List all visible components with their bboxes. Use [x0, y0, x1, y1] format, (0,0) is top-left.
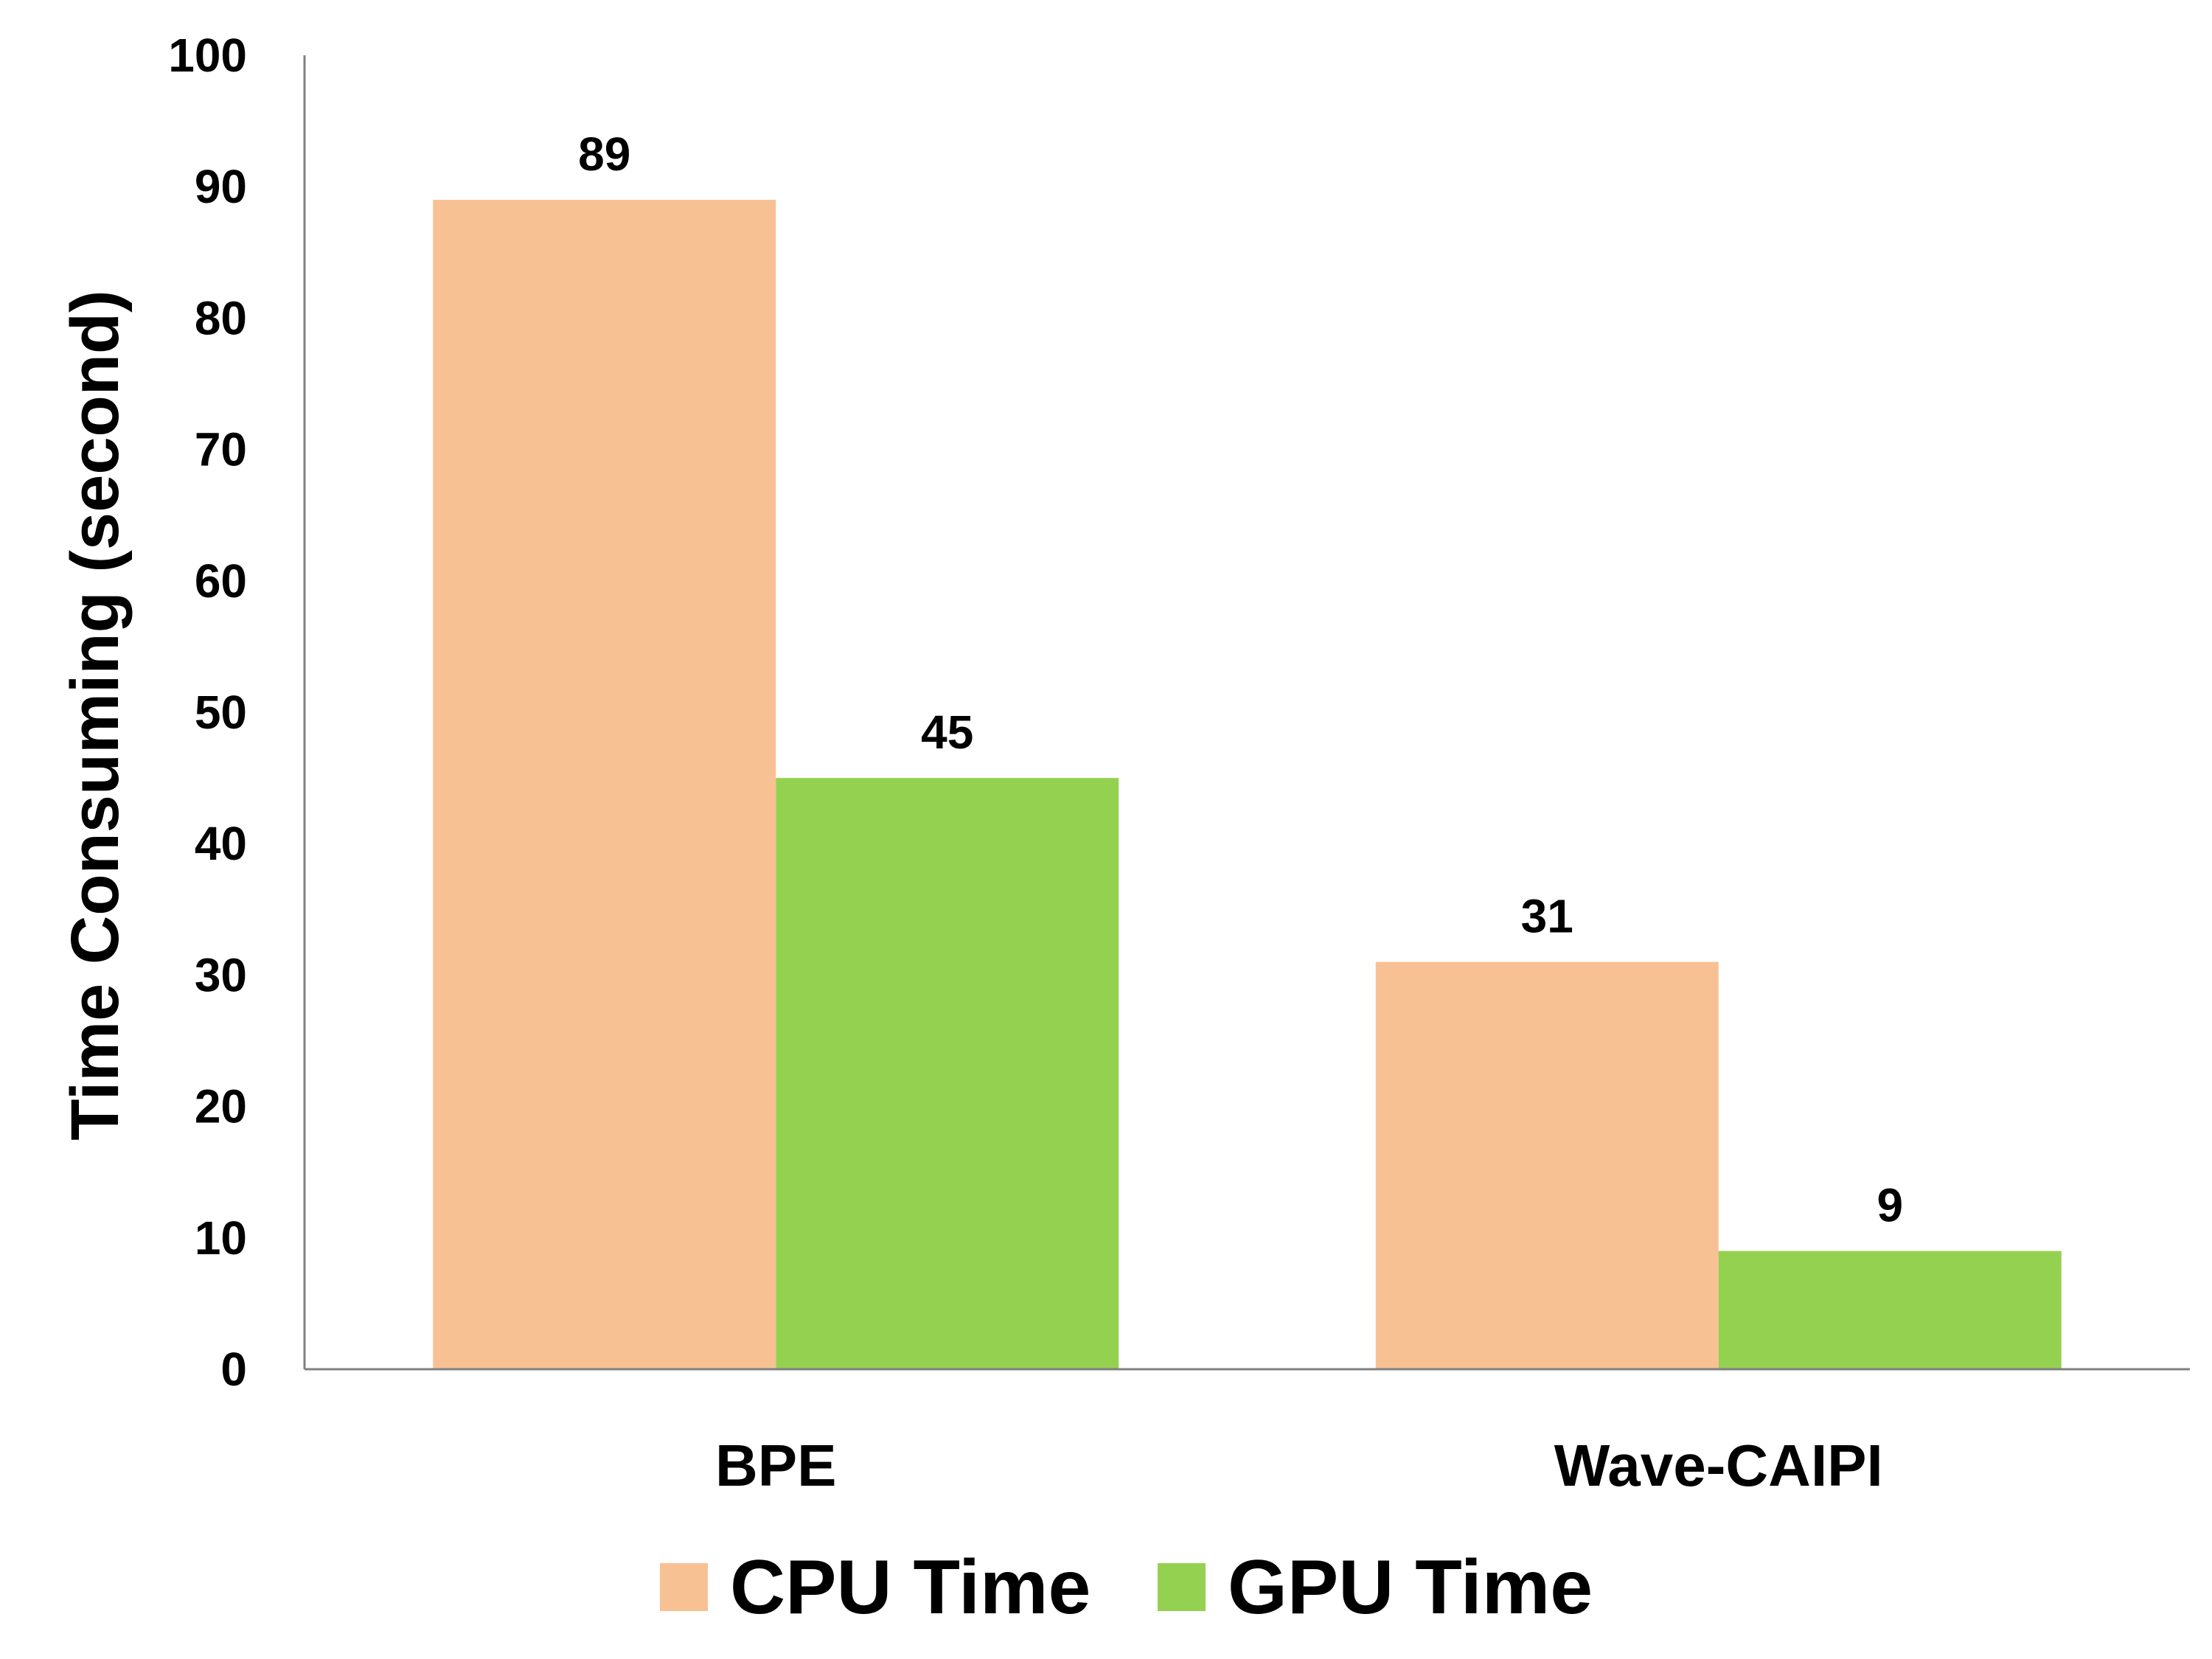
y-tick-label: 100 [168, 29, 247, 82]
y-axis-title: Time Consuming (second) [58, 290, 133, 1141]
y-tick-label: 10 [195, 1211, 247, 1265]
y-axis-ticks: 0 10 20 30 40 50 60 70 80 90 100 [168, 29, 247, 1396]
data-label: 45 [921, 706, 973, 759]
data-label: 31 [1521, 890, 1573, 943]
y-tick-label: 50 [195, 686, 247, 739]
data-label: 89 [578, 128, 630, 181]
bar-gpu-time-wave-caipi [1718, 1251, 2062, 1369]
legend-label: GPU Time [1228, 1545, 1593, 1630]
y-tick-label: 30 [195, 948, 247, 1001]
y-tick-label: 0 [220, 1343, 247, 1396]
bar-gpu-time-bpe [776, 778, 1119, 1369]
y-tick-label: 90 [195, 160, 247, 213]
data-labels: 89 45 31 9 [578, 128, 1903, 1232]
y-tick-label: 20 [195, 1080, 247, 1133]
y-tick-label: 80 [195, 291, 247, 344]
y-tick-label: 60 [195, 554, 247, 608]
category-label: Wave-CAIPI [1554, 1433, 1883, 1498]
data-label: 9 [1877, 1179, 1903, 1232]
legend-swatch [660, 1563, 708, 1611]
legend-swatch [1158, 1563, 1206, 1611]
y-tick-label: 70 [195, 423, 247, 476]
category-label: BPE [715, 1433, 837, 1498]
y-tick-label: 40 [195, 817, 247, 870]
legend-label: CPU Time [730, 1545, 1091, 1630]
bar-cpu-time-wave-caipi [1375, 961, 1719, 1369]
bar-cpu-time-bpe [433, 200, 776, 1369]
bars [433, 200, 2062, 1369]
category-labels: BPE Wave-CAIPI [715, 1433, 1883, 1498]
legend: CPU Time GPU Time [660, 1545, 1593, 1630]
